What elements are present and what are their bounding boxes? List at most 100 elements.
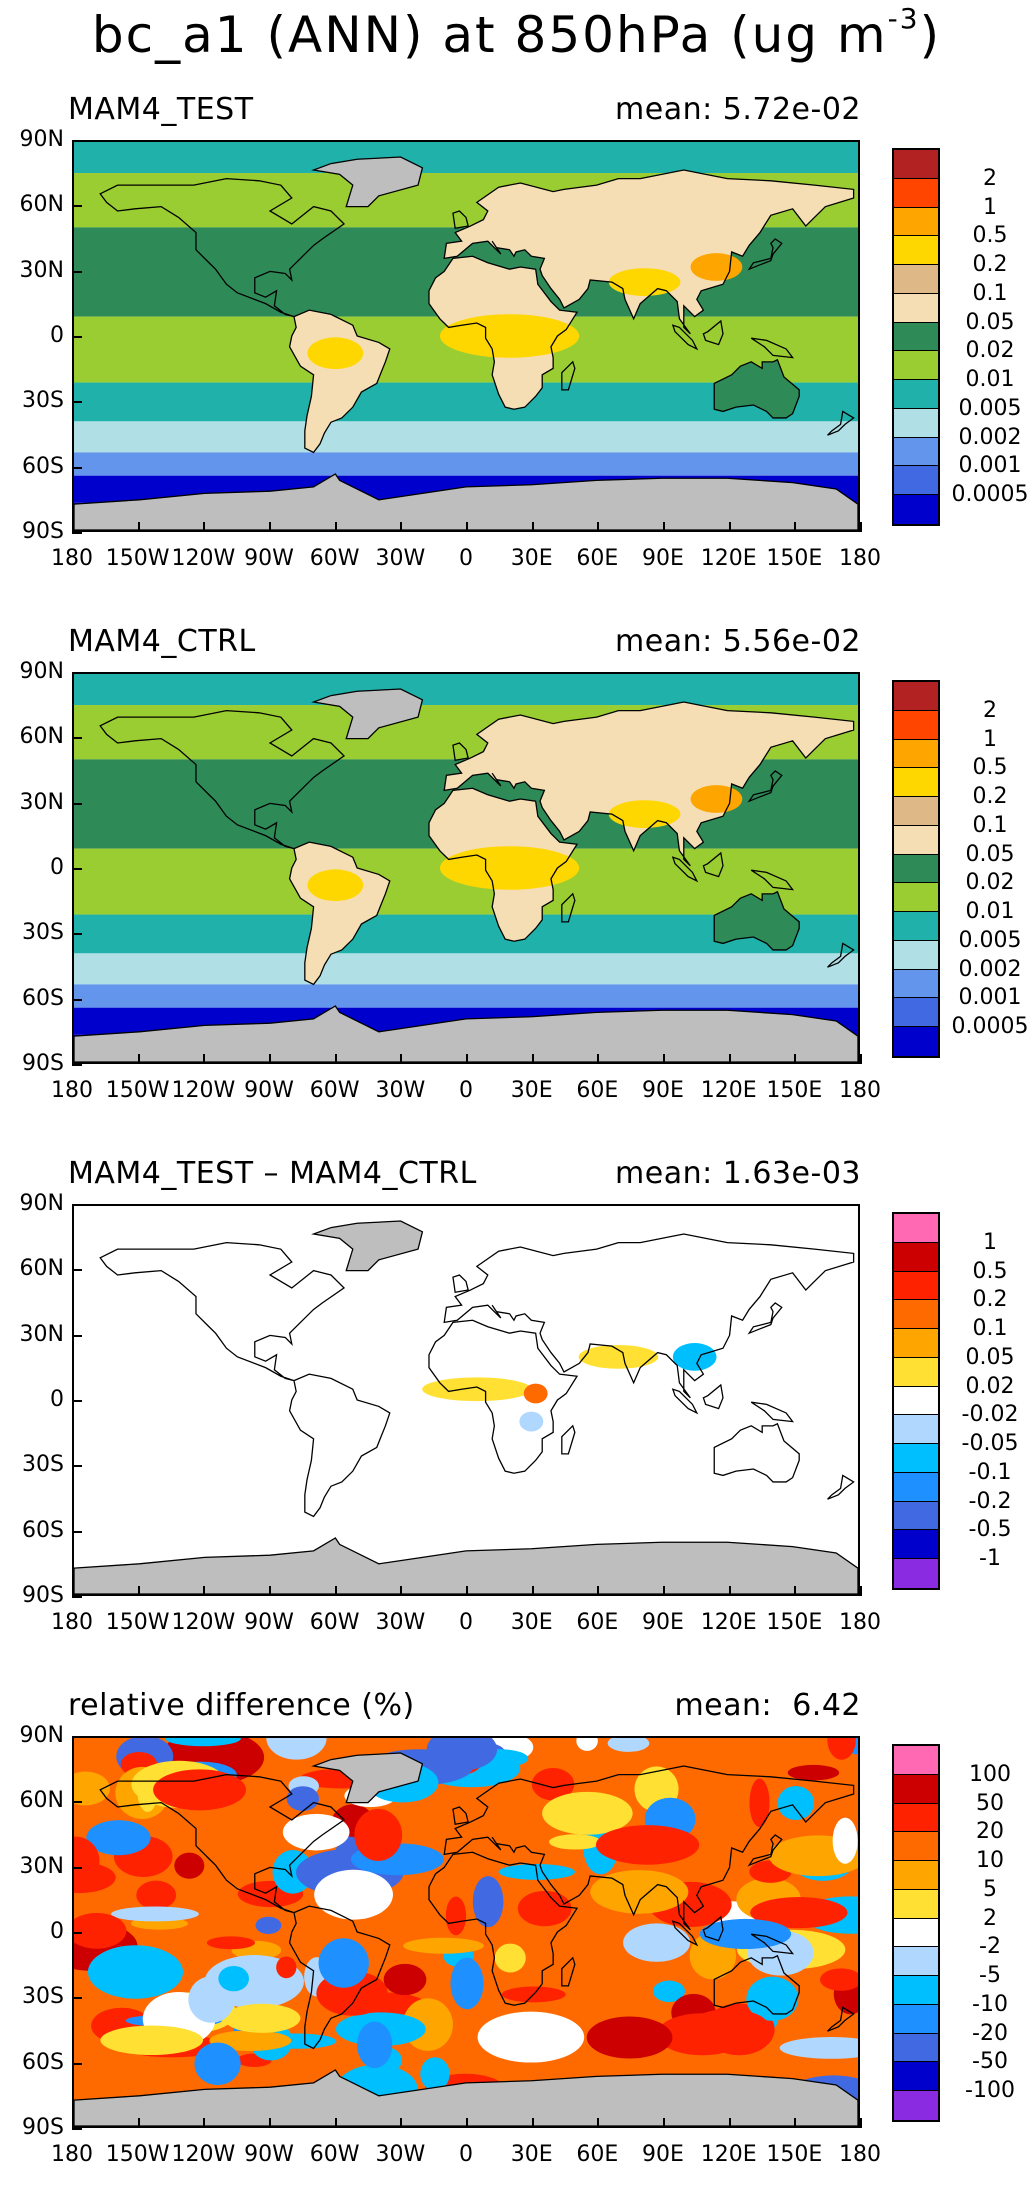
- lat-label: 90S: [22, 519, 64, 544]
- lon-tick: [400, 1586, 403, 1596]
- colorbar-swatch: [894, 883, 938, 913]
- lat-tick: [72, 1064, 82, 1066]
- colorbar-label: 0.5: [972, 223, 1008, 249]
- colorbar-swatch: [894, 1803, 938, 1833]
- map-field: [74, 142, 858, 530]
- lon-label: 180: [51, 546, 93, 571]
- lon-tick: [531, 522, 534, 532]
- colorbar-label: -0.05: [961, 1431, 1019, 1457]
- lon-tick: [203, 2118, 206, 2128]
- colorbar-swatch: [894, 825, 938, 855]
- colorbar-label: 0.2: [972, 784, 1008, 810]
- lat-tick: [72, 1866, 82, 1869]
- colorbar-label: 0.0005: [951, 1014, 1029, 1040]
- colorbar-swatch: [894, 322, 938, 352]
- lon-tick: [860, 2118, 862, 2128]
- colorbar-label: 2: [983, 1905, 997, 1931]
- colorbar-label: 0.005: [958, 395, 1022, 421]
- colorbar-label: -5: [979, 1963, 1001, 1989]
- colorbar-label: 0.01: [965, 899, 1015, 925]
- lon-label: 120E: [700, 1610, 757, 1635]
- lat-tick: [72, 336, 82, 338]
- lon-label: 120E: [700, 546, 757, 571]
- colorbar-label: 0.5: [972, 1258, 1008, 1284]
- colorbar-swatch: [894, 1444, 938, 1473]
- lat-label: 0: [50, 323, 64, 348]
- lat-label: 0: [50, 1919, 64, 1944]
- lon-label: 60W: [309, 2142, 360, 2167]
- colorbar-label: 0.02: [965, 338, 1015, 364]
- lon-tick: [72, 522, 74, 532]
- panel-mean: mean: 1.63e-03: [615, 1156, 861, 1191]
- lon-label: 150W: [105, 546, 170, 571]
- lon-tick: [269, 522, 271, 532]
- lat-tick: [72, 933, 82, 936]
- colorbar-swatch: [894, 1832, 938, 1862]
- colorbar-swatch: [894, 1271, 938, 1301]
- colorbar-swatch: [894, 1889, 938, 1919]
- lat-label: 60N: [19, 1256, 64, 1282]
- lat-label: 60S: [22, 453, 64, 479]
- colorbar-label: -100: [965, 2078, 1015, 2104]
- lon-tick: [597, 1054, 600, 1064]
- colorbar-swatch: [894, 1242, 938, 1272]
- colorbar-label: 2: [983, 697, 997, 723]
- lat-label: 60S: [22, 1517, 64, 1543]
- lat-tick: [72, 1269, 82, 1272]
- lon-tick: [203, 522, 206, 532]
- colorbar-label: -0.02: [961, 1402, 1019, 1428]
- map-panel-diff: MAM4_TEST – MAM4_CTRL mean: 1.63e-03 90N 60…: [0, 1156, 1033, 1676]
- lon-label: 90W: [244, 1078, 294, 1103]
- lon-tick: [728, 2118, 731, 2128]
- colorbar-swatch: [894, 739, 938, 769]
- colorbar-swatch: [894, 1386, 938, 1416]
- colorbar-swatch: [894, 466, 938, 496]
- colorbar: [892, 680, 940, 1058]
- lon-label: 90E: [642, 546, 684, 571]
- lon-label: 60E: [576, 1078, 619, 1103]
- lon-tick: [597, 1586, 600, 1596]
- lon-label: 150E: [766, 1610, 823, 1635]
- lon-label: 60E: [576, 546, 619, 571]
- panel-title: MAM4_TEST – MAM4_CTRL: [68, 1156, 477, 1191]
- colorbar-label: 0.01: [965, 367, 1015, 393]
- lon-tick: [466, 1054, 468, 1064]
- lon-label: 30E: [510, 2142, 553, 2167]
- lon-tick: [794, 1054, 797, 1064]
- lon-label: 150W: [105, 2142, 170, 2167]
- lon-label: 60E: [576, 1610, 619, 1635]
- lat-label: 0: [50, 855, 64, 880]
- colorbar-label: 50: [976, 1790, 1004, 1816]
- lat-label: 0: [50, 1387, 64, 1412]
- lon-label: 90E: [642, 1610, 684, 1635]
- lon-label: 120E: [700, 2142, 757, 2167]
- colorbar-swatch: [894, 998, 938, 1028]
- lon-label: 30E: [510, 1078, 553, 1103]
- colorbar: [892, 1212, 940, 1590]
- colorbar-label: -10: [972, 1991, 1008, 2017]
- colorbar-swatch: [894, 710, 938, 740]
- colorbar-label: -50: [972, 2049, 1008, 2075]
- colorbar-label: 20: [976, 1819, 1004, 1845]
- lat-label: 90S: [22, 1051, 64, 1076]
- lon-label: 90W: [244, 1610, 294, 1635]
- colorbar-label: 0.02: [965, 1373, 1015, 1399]
- lon-tick: [269, 1586, 271, 1596]
- lon-tick: [334, 2118, 337, 2128]
- lon-label: 180: [839, 1078, 881, 1103]
- lon-tick: [137, 2118, 140, 2128]
- lon-label: 180: [51, 1078, 93, 1103]
- colorbar-swatch: [894, 1861, 938, 1890]
- colorbar-swatch: [894, 293, 938, 323]
- lon-tick: [663, 2118, 665, 2128]
- lon-tick: [531, 1586, 534, 1596]
- lat-tick: [72, 1204, 82, 1206]
- lon-label: 30E: [510, 1610, 553, 1635]
- lat-label: 60N: [19, 192, 64, 218]
- lat-tick: [72, 1334, 82, 1337]
- colorbar-label: -20: [972, 2020, 1008, 2046]
- colorbar-swatch: [894, 2033, 938, 2063]
- lon-label: 30W: [375, 546, 426, 571]
- colorbar-label: 0.1: [972, 812, 1008, 838]
- colorbar-swatch: [894, 969, 938, 999]
